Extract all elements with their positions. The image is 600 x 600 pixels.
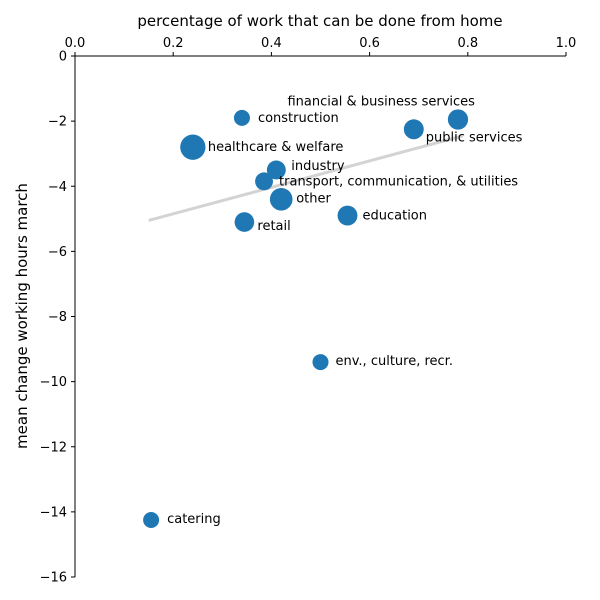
x-tick-label: 0.2 bbox=[163, 36, 184, 51]
axes: 0.0 0.2 0.4 0.6 0.8 1.0 0 −2 −4 −6 −8 −10 −12 −14 −16 bbox=[40, 36, 577, 586]
data-point bbox=[403, 119, 424, 140]
y-tick-label: −12 bbox=[40, 440, 67, 455]
point-label: healthcare & welfare bbox=[208, 140, 344, 155]
point-label: catering bbox=[167, 512, 221, 527]
y-axis-title: mean change working hours march bbox=[13, 183, 31, 449]
data-point bbox=[233, 109, 250, 126]
x-axis-title: percentage of work that can be done from… bbox=[137, 12, 502, 30]
point-label: transport, communication, & utilities bbox=[279, 174, 518, 189]
y-tick-label: −6 bbox=[48, 245, 67, 260]
point-label: env., culture, recr. bbox=[336, 354, 453, 369]
data-point bbox=[337, 205, 358, 226]
trend-line-group bbox=[148, 134, 464, 222]
data-point bbox=[234, 212, 255, 232]
x-tick-label: 0.4 bbox=[261, 36, 282, 51]
point-label: construction bbox=[258, 111, 339, 126]
point-label: education bbox=[363, 209, 428, 224]
y-tick-label: −8 bbox=[48, 310, 67, 325]
x-tick-label: 1.0 bbox=[556, 36, 577, 51]
data-point bbox=[269, 187, 293, 211]
data-point bbox=[143, 512, 160, 529]
data-point bbox=[447, 109, 469, 130]
point-label: financial & business services bbox=[287, 94, 475, 109]
point-label: industry bbox=[291, 159, 345, 174]
y-tick-label: −14 bbox=[40, 505, 67, 520]
y-tick-label: −2 bbox=[48, 115, 67, 130]
y-tick-label: −4 bbox=[48, 180, 67, 195]
point-label: retail bbox=[257, 219, 290, 234]
y-tick-label: −16 bbox=[40, 571, 67, 586]
point-labels-group: construction financial & business service… bbox=[167, 94, 522, 527]
x-tick-label: 0.6 bbox=[359, 36, 380, 51]
data-point bbox=[266, 160, 286, 180]
points-group bbox=[143, 109, 469, 529]
x-tick-label: 0.8 bbox=[457, 36, 478, 51]
y-tick-label: −10 bbox=[40, 375, 67, 390]
x-tick-label: 0.0 bbox=[65, 36, 86, 51]
trend-line bbox=[148, 134, 464, 222]
data-point bbox=[180, 134, 206, 160]
data-point bbox=[312, 354, 329, 371]
data-point bbox=[255, 172, 273, 191]
point-label: public services bbox=[426, 130, 523, 145]
y-tick-label: 0 bbox=[59, 50, 67, 65]
point-label: other bbox=[296, 191, 331, 206]
